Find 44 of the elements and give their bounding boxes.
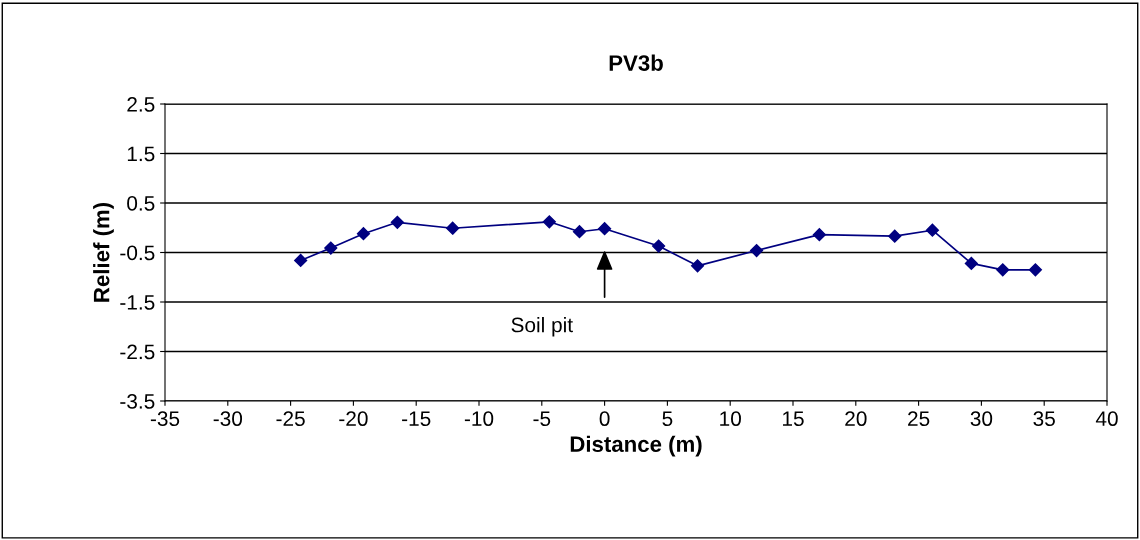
chart-title: PV3b: [609, 54, 663, 71]
x-tick-label: -15: [402, 411, 431, 427]
annotation: Soil pit: [511, 317, 573, 337]
x-tick-label: -20: [339, 411, 368, 427]
point: [888, 229, 902, 243]
x-tick-label: 40: [1095, 411, 1118, 427]
x-tick-label: -5: [533, 411, 551, 427]
point: [324, 241, 338, 255]
y-tick-label: 0.5: [127, 196, 155, 211]
point: [542, 215, 556, 229]
x-tick-label: 25: [908, 411, 930, 427]
point: [964, 256, 978, 270]
x-tick-label: 5: [662, 411, 673, 427]
point: [996, 263, 1010, 277]
point: [925, 223, 940, 237]
y-tick-label: -3.5: [120, 394, 155, 409]
x-tick-label: -10: [464, 411, 494, 427]
x-tick-label: 10: [720, 411, 741, 427]
x-tick-label: 0: [599, 411, 610, 427]
x-tick-label: 35: [1033, 411, 1055, 427]
point: [356, 227, 371, 241]
point: [572, 225, 587, 239]
point: [446, 221, 460, 235]
point: [749, 243, 764, 258]
x-tick-label: -30: [213, 411, 243, 427]
x-tick-label: -25: [276, 411, 305, 427]
y-tick-label: 1.5: [127, 146, 155, 162]
point: [598, 222, 612, 236]
y-tick-label: -0.5: [120, 245, 155, 261]
point: [690, 259, 705, 273]
x-tick-label: 30: [970, 411, 993, 427]
y-tick-label: 2.5: [127, 97, 155, 112]
point: [390, 215, 404, 229]
x-tick-label: -35: [150, 411, 180, 427]
x-tick-label: 20: [845, 411, 867, 427]
point: [652, 239, 666, 253]
point: [1028, 263, 1042, 277]
x-tick-label: 15: [783, 411, 804, 427]
y-tick-label: -2.5: [120, 344, 155, 360]
y-tick-label: -1.5: [120, 295, 155, 310]
x-axis-title: Distance (m): [570, 435, 702, 457]
point: [812, 228, 826, 242]
point: [294, 253, 308, 268]
y-axis-title: Relief (m): [93, 202, 114, 302]
